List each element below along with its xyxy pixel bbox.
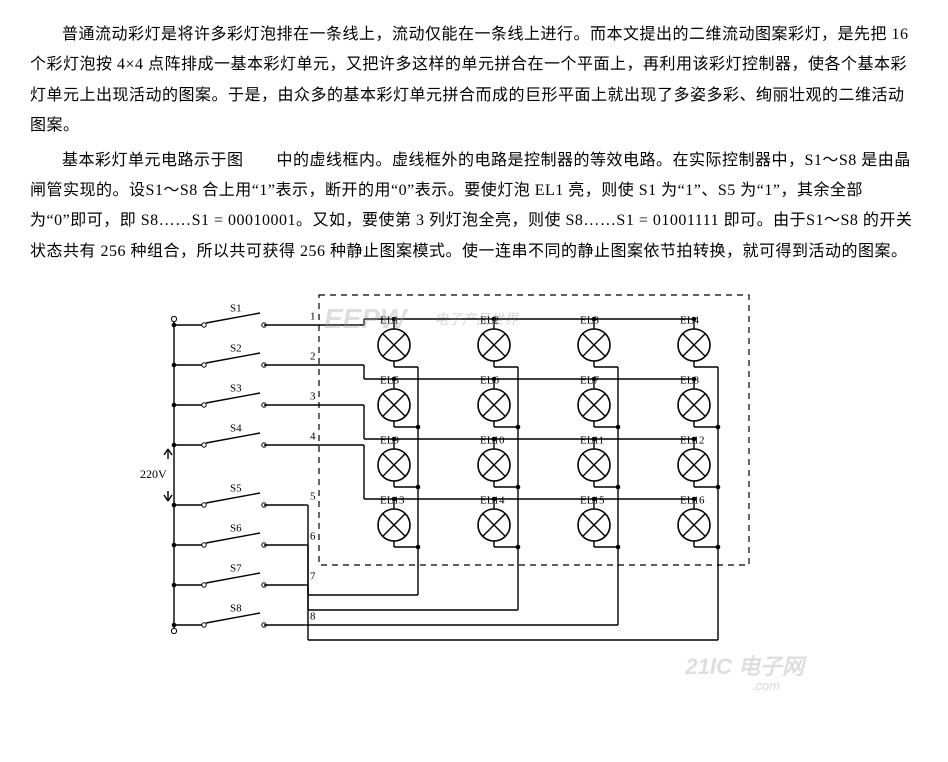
svg-text:EL2: EL2 xyxy=(480,315,499,327)
svg-text:EL9: EL9 xyxy=(380,435,399,447)
svg-text:S7: S7 xyxy=(230,563,242,575)
svg-text:220V: 220V xyxy=(140,467,167,481)
svg-text:S6: S6 xyxy=(230,523,242,535)
svg-text:S1: S1 xyxy=(230,303,242,315)
svg-text:S8: S8 xyxy=(230,603,242,615)
svg-text:S4: S4 xyxy=(230,423,242,435)
svg-text:1: 1 xyxy=(310,311,316,323)
svg-text:S3: S3 xyxy=(230,383,242,395)
svg-text:EL3: EL3 xyxy=(580,315,599,327)
svg-text:EL4: EL4 xyxy=(680,315,699,327)
svg-text:3: 3 xyxy=(310,391,316,403)
svg-text:EL5: EL5 xyxy=(380,375,399,387)
paragraph-2: 基本彩灯单元电路示于图 中的虚线框内。虚线框外的电路是控制器的等效电路。在实际控… xyxy=(30,146,918,268)
svg-text:4: 4 xyxy=(310,431,316,443)
paragraph-1: 普通流动彩灯是将许多彩灯泡排在一条线上，流动仅能在一条线上进行。而本文提出的二维… xyxy=(30,20,918,142)
diagram-container: EEPW 电子产品世界 21IC 电子网 .com 220VS11S22S33S… xyxy=(30,285,918,685)
svg-text:6: 6 xyxy=(310,531,316,543)
svg-text:EL8: EL8 xyxy=(680,375,699,387)
svg-text:EL12: EL12 xyxy=(680,435,704,447)
svg-text:EL11: EL11 xyxy=(580,435,604,447)
svg-text:8: 8 xyxy=(310,611,316,623)
svg-text:5: 5 xyxy=(310,491,316,503)
svg-text:2: 2 xyxy=(310,351,316,363)
svg-text:EL6: EL6 xyxy=(480,375,499,387)
svg-text:S2: S2 xyxy=(230,343,242,355)
circuit-diagram: 220V S1 1 S2 2 S3 3 S4 4 S5 5 S6 6 S7 7 S8 8 EL1 EL2 EL3 EL4… xyxy=(134,285,814,685)
svg-text:EL7: EL7 xyxy=(580,375,599,387)
svg-text:S5: S5 xyxy=(230,483,242,495)
svg-text:7: 7 xyxy=(310,571,316,583)
svg-text:EL1: EL1 xyxy=(380,315,399,327)
